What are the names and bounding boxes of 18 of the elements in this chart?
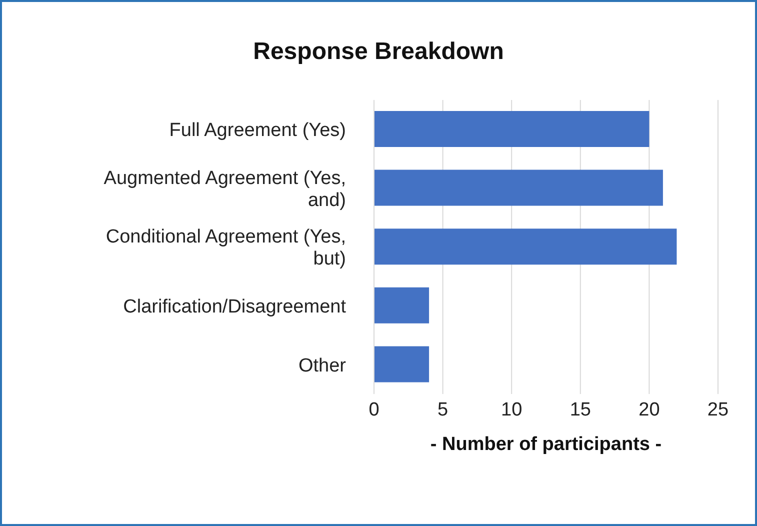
y-tick-label: Full Agreement (Yes) — [169, 120, 346, 142]
x-axis-title: - Number of participants - — [430, 434, 662, 455]
x-tick-label: 15 — [570, 399, 591, 420]
bar — [374, 287, 430, 324]
chart-title: Response Breakdown — [252, 38, 505, 66]
x-tick-label: 10 — [501, 399, 522, 420]
x-tick-label: 5 — [438, 399, 448, 420]
bar — [374, 170, 663, 206]
y-tick-label: Augmented Agreement (Yes, and) — [104, 168, 346, 211]
bar — [374, 111, 650, 147]
bar — [374, 346, 430, 382]
x-tick-label: 25 — [707, 399, 729, 420]
x-tick-label: 20 — [638, 399, 660, 420]
y-tick-label: Conditional Agreement (Yes, but) — [106, 226, 346, 270]
y-tick-label: Other — [298, 355, 347, 376]
y-tick-label: Clarification/Disagreement — [123, 296, 347, 318]
x-tick-label: 0 — [368, 399, 380, 420]
bar — [374, 228, 677, 265]
